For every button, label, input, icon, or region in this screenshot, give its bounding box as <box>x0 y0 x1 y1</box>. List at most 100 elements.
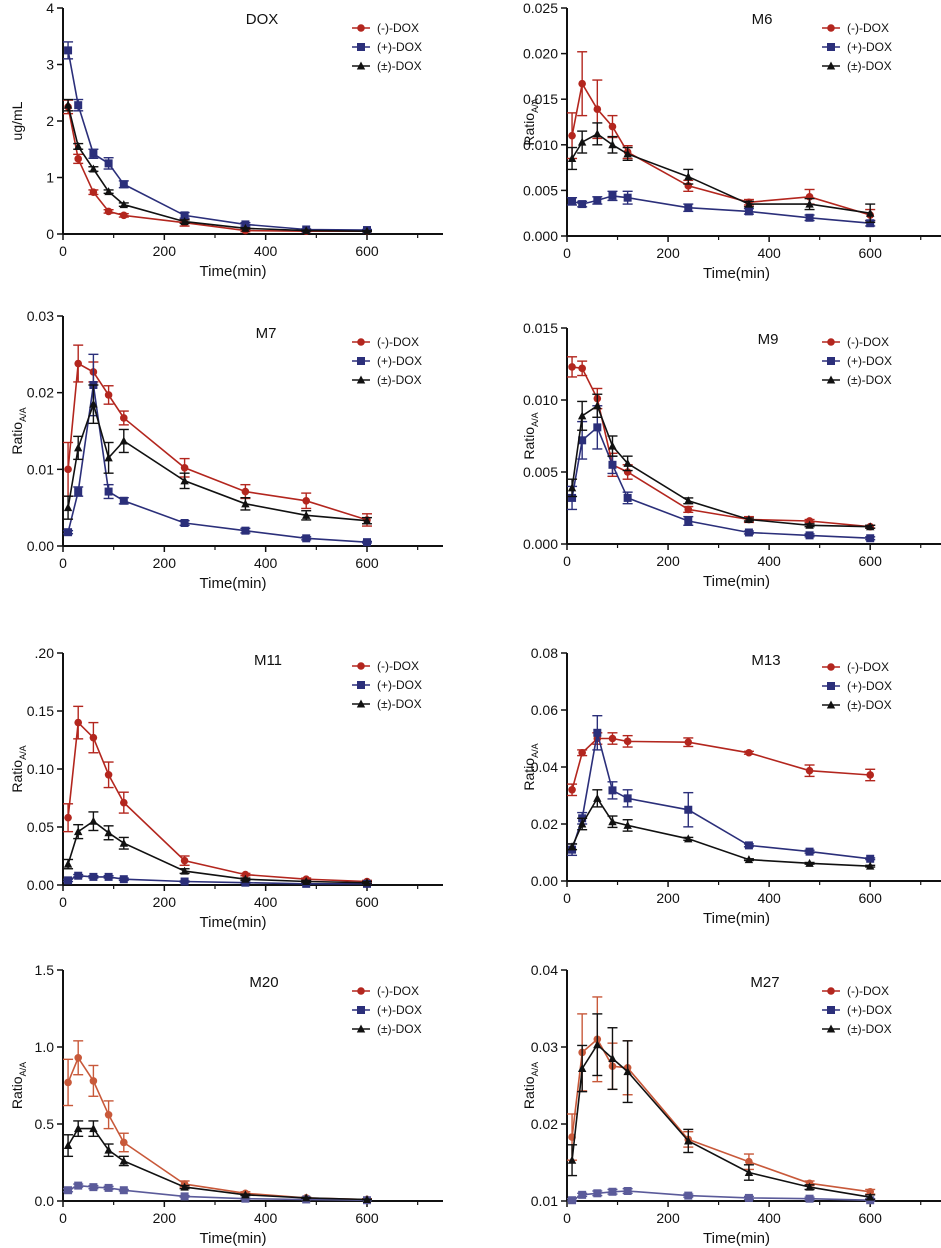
data-point <box>684 203 693 212</box>
data-point <box>568 197 577 206</box>
data-point <box>593 105 602 114</box>
x-axis-label: Time(min) <box>200 575 267 592</box>
data-point <box>608 460 617 469</box>
chart-title: M7 <box>256 325 277 342</box>
data-point <box>104 1183 113 1192</box>
data-point <box>74 871 83 880</box>
x-axis-label: Time(min) <box>703 265 770 282</box>
data-point <box>74 101 83 110</box>
legend-label: (+)-DOX <box>847 354 892 368</box>
legend-label: (+)-DOX <box>847 1003 892 1017</box>
data-point <box>578 364 586 373</box>
data-point <box>104 453 113 462</box>
series-line <box>571 1190 871 1201</box>
data-point <box>744 841 753 850</box>
data-point <box>119 496 128 505</box>
data-point <box>119 200 128 209</box>
data-point <box>744 1168 754 1177</box>
data-point <box>568 493 577 502</box>
data-point <box>593 1040 602 1049</box>
data-point <box>119 838 128 847</box>
series-plus-dox <box>63 1181 372 1205</box>
data-point <box>608 734 617 743</box>
data-point <box>805 1194 814 1203</box>
x-axis-label: Time(min) <box>703 573 770 590</box>
y-axis-label-subscript: A/A <box>18 1062 28 1077</box>
data-point <box>104 207 113 216</box>
x-tick-label: 600 <box>859 890 883 906</box>
series-plus-dox <box>567 405 876 543</box>
data-point <box>64 1078 72 1087</box>
data-point <box>866 1192 875 1201</box>
data-point <box>623 458 632 467</box>
data-point <box>608 1187 617 1196</box>
legend-label: (±)-DOX <box>847 59 892 73</box>
y-tick-label: 1.0 <box>35 1039 55 1055</box>
data-point <box>578 79 586 88</box>
y-tick-label: 0.04 <box>531 759 558 775</box>
chart-panel-m11: 0 200 400 600 0.00 0.05 0.10 0.15 .20 Time(min) Ra… <box>9 645 443 931</box>
data-point <box>623 493 632 502</box>
x-tick-label: 600 <box>859 245 883 261</box>
data-point <box>684 1191 693 1200</box>
data-point <box>567 1155 577 1164</box>
x-tick-label: 200 <box>153 894 177 910</box>
x-tick-label: 0 <box>563 553 571 569</box>
series-racemic-dox <box>567 393 876 531</box>
legend-label: (±)-DOX <box>377 1022 422 1036</box>
data-point <box>119 875 128 884</box>
data-point <box>578 1190 587 1199</box>
data-point <box>593 401 602 410</box>
x-tick-label: 600 <box>859 1210 883 1226</box>
data-point <box>104 1110 113 1119</box>
data-point <box>866 854 875 863</box>
x-tick-label: 400 <box>757 553 781 569</box>
data-point <box>866 208 875 217</box>
chart-title: M6 <box>752 11 773 28</box>
x-tick-label: 200 <box>153 555 177 571</box>
data-point <box>805 858 814 867</box>
legend-label: (±)-DOX <box>847 1022 892 1036</box>
chart-panel-m6: 0 200 400 600 0.000 0.005 0.010 0.015 0.020 0.025… <box>521 0 941 282</box>
y-axis-label: RatioA/A <box>521 1062 540 1109</box>
y-tick-label: 0.015 <box>523 320 558 336</box>
series-racemic-dox <box>63 1120 372 1203</box>
x-tick-label: 200 <box>656 890 680 906</box>
data-point <box>593 129 602 138</box>
data-point <box>104 1145 113 1154</box>
data-point <box>623 820 632 829</box>
data-point <box>89 1183 98 1192</box>
legend-marker <box>357 662 365 670</box>
data-point <box>577 1064 587 1073</box>
series-racemic-dox <box>63 811 372 887</box>
data-point <box>89 1124 98 1133</box>
y-tick-label: 0.02 <box>531 1116 558 1132</box>
series-racemic-dox <box>567 1013 876 1201</box>
data-point <box>180 211 189 220</box>
y-axis-label-main: Ratio <box>9 1076 25 1109</box>
y-axis-label-main: Ratio <box>521 1076 537 1109</box>
data-point <box>744 1193 753 1202</box>
data-point <box>866 1187 874 1196</box>
x-axis-label: Time(min) <box>703 910 770 927</box>
data-point <box>362 878 372 887</box>
data-point <box>608 817 617 826</box>
y-tick-label: 0 <box>46 226 54 242</box>
series-minus-dox <box>63 1040 372 1204</box>
legend-marker <box>827 987 835 995</box>
y-tick-label: 2 <box>46 113 54 129</box>
data-point <box>805 213 814 222</box>
chart-title: M11 <box>254 652 282 669</box>
legend-marker <box>826 1024 836 1033</box>
series-line <box>571 732 871 860</box>
y-tick-label: 0.00 <box>27 538 54 554</box>
data-point <box>89 733 98 742</box>
data-point <box>805 531 814 540</box>
data-point <box>744 515 754 524</box>
data-point <box>120 798 128 807</box>
data-point <box>241 1194 250 1203</box>
legend-marker <box>827 1006 835 1014</box>
x-tick-label: 200 <box>656 553 680 569</box>
x-tick-label: 400 <box>757 1210 781 1226</box>
y-tick-label: 0.010 <box>523 137 558 153</box>
